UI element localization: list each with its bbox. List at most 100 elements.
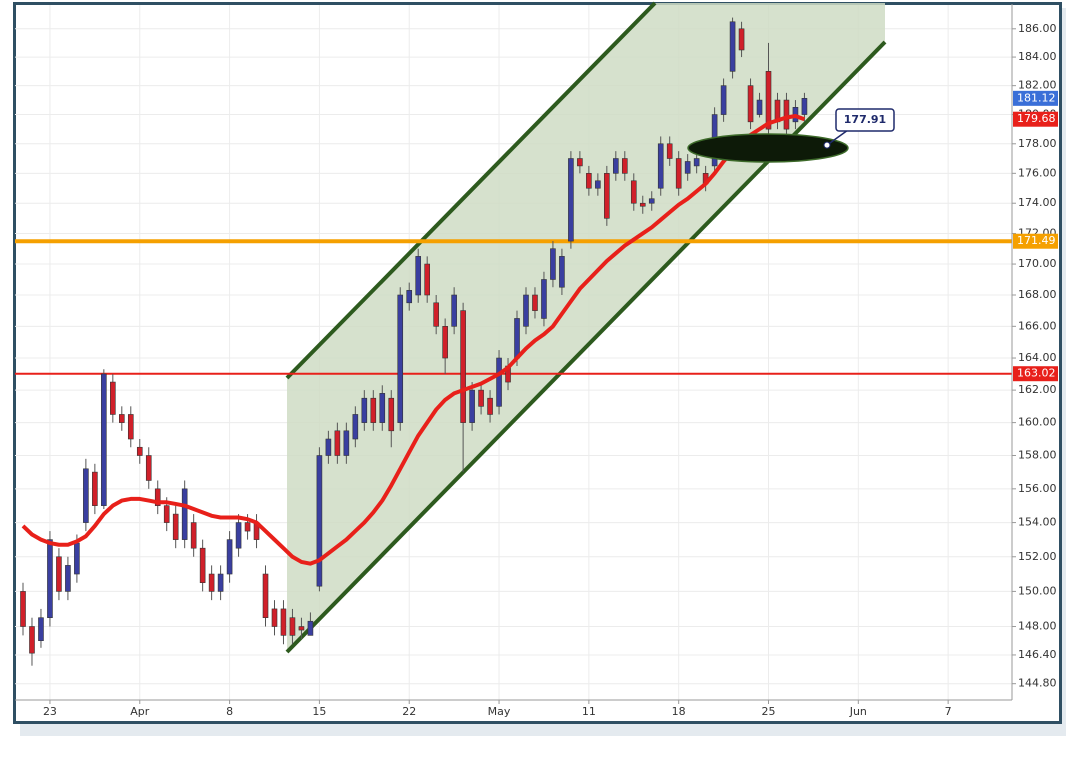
candle-body: [568, 158, 574, 242]
candle-body: [65, 565, 71, 592]
callout-box: [835, 108, 895, 132]
x-tick-label: 7: [945, 705, 952, 718]
candle-body: [379, 393, 386, 423]
y-tick-label: 176.00: [1018, 166, 1057, 179]
candle-body: [127, 414, 134, 440]
y-tick-label: 174.00: [1018, 196, 1057, 209]
highlight-ellipse: [687, 133, 849, 163]
level-label: 163.02: [1017, 367, 1056, 380]
candle-body: [424, 263, 430, 296]
ma-label: 179.68: [1017, 112, 1056, 125]
x-tick-label: May: [488, 705, 511, 718]
moving-average-line: [21, 114, 806, 566]
candle-body: [280, 608, 287, 636]
x-tick-label: 18: [672, 705, 686, 718]
candle-body: [720, 85, 727, 115]
moving-average: [21, 114, 806, 566]
candle-body: [433, 302, 439, 327]
candle-body: [577, 158, 583, 167]
y-tick-label: 182.00: [1018, 79, 1057, 92]
x-tick-label: 23: [43, 705, 57, 718]
candle-body: [675, 158, 682, 189]
y-tick-label: 154.00: [1018, 516, 1057, 529]
axes: 186.00184.00182.00180.00178.00176.00174.…: [43, 22, 1057, 718]
candle-body: [271, 608, 278, 627]
candle-body: [801, 98, 808, 115]
candle-body: [199, 547, 206, 584]
candle-body: [397, 294, 404, 423]
candle-body: [370, 397, 377, 423]
candle-body: [307, 620, 314, 636]
candle-body: [478, 389, 484, 407]
y-tick-label: 166.00: [1018, 319, 1057, 332]
candles: [20, 17, 808, 666]
candle-body: [630, 180, 637, 204]
y-tick-label: 146.40: [1018, 648, 1057, 661]
y-tick-label: 156.00: [1018, 482, 1057, 495]
y-tick-label: 158.00: [1018, 449, 1057, 462]
candle-body: [298, 626, 305, 631]
candle-body: [83, 468, 89, 523]
candle-body: [460, 310, 466, 423]
level-label: 171.49: [1017, 234, 1056, 247]
y-tick-label: 144.80: [1018, 677, 1057, 690]
candle-body: [190, 522, 197, 549]
candle-body: [172, 513, 179, 540]
x-tick-label: 15: [312, 705, 326, 718]
ma-label-box: [1013, 111, 1058, 127]
candle-body: [765, 71, 772, 130]
candle-body: [244, 522, 251, 532]
candle-body: [361, 397, 368, 423]
candle-body: [334, 430, 341, 456]
y-tick-label: 178.00: [1018, 137, 1057, 150]
candle-body: [325, 438, 332, 456]
candle-body: [92, 471, 98, 506]
candle-body: [613, 158, 619, 174]
candle-body: [226, 539, 233, 575]
y-tick-label: 162.00: [1018, 383, 1057, 396]
candle-body: [208, 573, 215, 592]
candle-body: [541, 279, 547, 319]
candle-body: [415, 256, 422, 296]
y-tick-label: 148.00: [1018, 620, 1057, 633]
candle-body: [729, 21, 736, 72]
candle-body: [119, 414, 125, 423]
candle-body: [289, 617, 296, 636]
candle-body: [648, 198, 655, 204]
candle-body: [747, 85, 754, 123]
candle-body: [442, 326, 448, 359]
candle-body: [136, 446, 143, 456]
candle-body: [756, 99, 763, 115]
candle-body: [550, 248, 556, 280]
channel-upper: [285, 1, 657, 380]
candle-body: [684, 161, 691, 174]
y-tick-label: 170.00: [1018, 257, 1057, 270]
level-label-box: [1013, 366, 1058, 382]
candle-body: [693, 158, 700, 167]
candle-body: [110, 381, 116, 415]
y-tick-label: 164.00: [1018, 351, 1057, 364]
candle-body: [38, 617, 44, 641]
level-label-box: [1013, 233, 1058, 249]
y-tick-label: 184.00: [1018, 50, 1057, 63]
candle-body: [604, 173, 610, 219]
candle-body: [469, 389, 475, 423]
candle-body: [145, 455, 152, 481]
candle-body: [523, 294, 529, 327]
y-tick-label: 150.00: [1018, 584, 1057, 597]
candle-body: [621, 158, 628, 174]
y-tick-label: 168.00: [1018, 288, 1057, 301]
close-label: 181.12: [1017, 91, 1056, 104]
candle-body: [262, 573, 269, 619]
candle-body: [666, 143, 673, 159]
y-tick-label: 186.00: [1018, 22, 1057, 35]
candle-body: [487, 397, 493, 415]
x-tick-label: 22: [402, 705, 416, 718]
candle-body: [738, 28, 745, 51]
x-tick-label: 25: [762, 705, 776, 718]
candle-body: [47, 539, 53, 619]
candle-body: [595, 180, 601, 189]
candle-body: [639, 202, 646, 207]
